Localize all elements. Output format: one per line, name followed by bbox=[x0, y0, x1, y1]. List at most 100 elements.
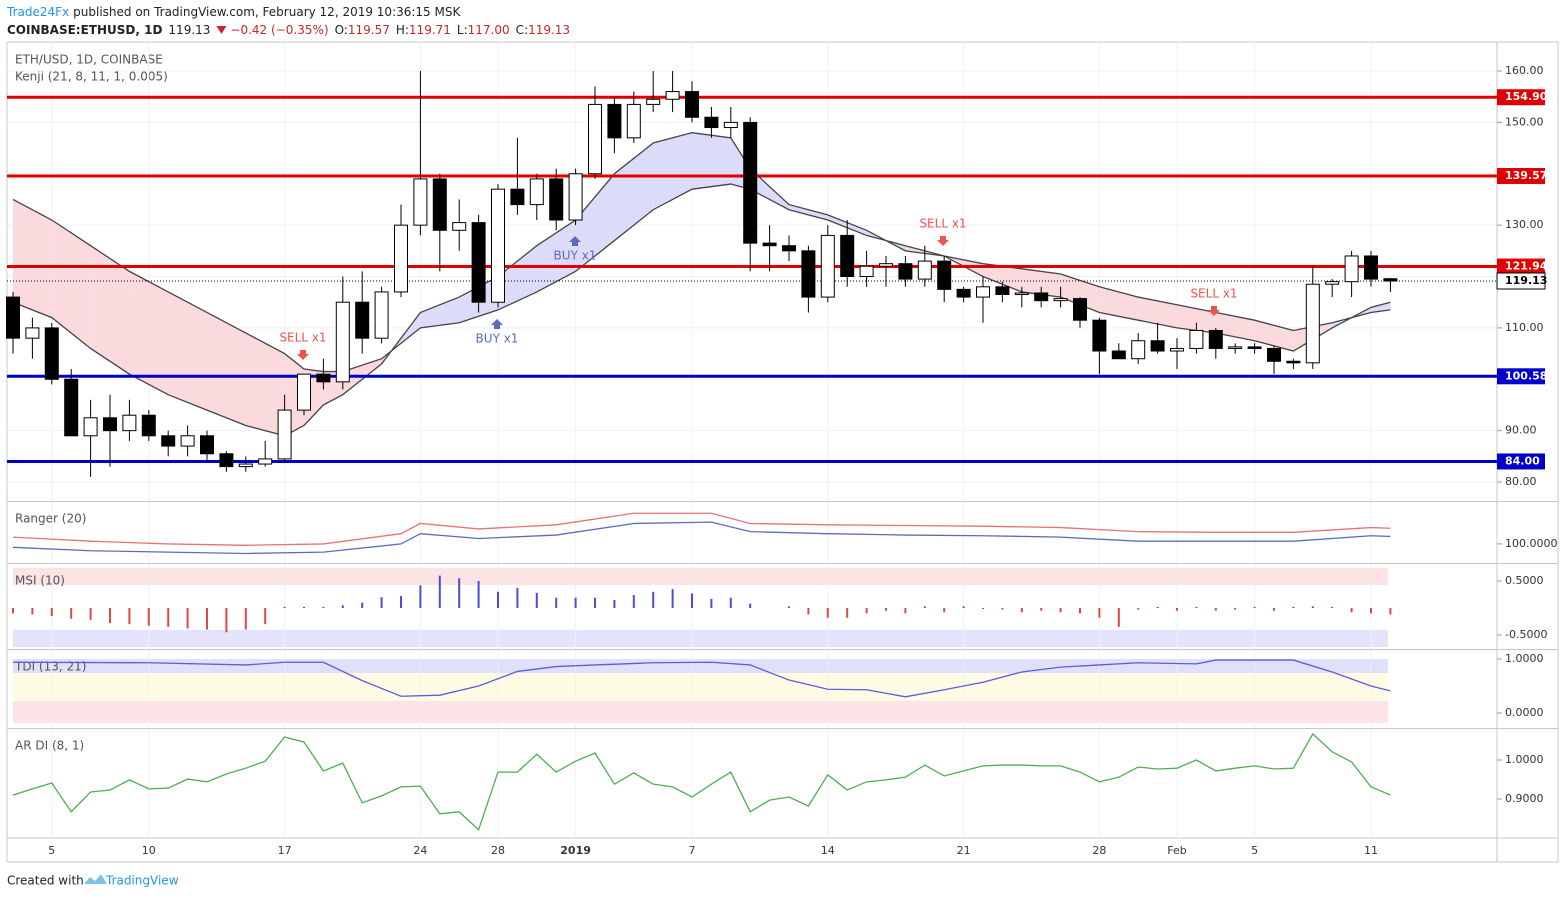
kenji-cloud bbox=[129, 271, 169, 395]
candle-body bbox=[1325, 281, 1340, 285]
logo bbox=[84, 874, 107, 884]
ohlc-key: O: bbox=[335, 23, 348, 37]
msi-lower-zone bbox=[13, 630, 1388, 647]
header-line-2b: −0.42 (−0.35%) O:119.57 H:119.71 L:117.00 C:… bbox=[230, 23, 570, 37]
candle-body bbox=[976, 286, 990, 298]
x-tick-label: 28 bbox=[491, 844, 505, 857]
candle-body bbox=[588, 103, 602, 175]
candle-body bbox=[1286, 360, 1301, 364]
down-arrow-icon bbox=[216, 26, 227, 34]
candle-body bbox=[685, 91, 699, 118]
footer-text: Created with bbox=[7, 874, 84, 888]
kenji-cloud bbox=[536, 220, 576, 292]
candle-body bbox=[161, 435, 176, 447]
candle-body bbox=[432, 178, 447, 231]
published: published on TradingView.com, February 1… bbox=[73, 5, 461, 19]
candle-body bbox=[743, 121, 758, 244]
candle-body bbox=[529, 178, 544, 206]
y-tick-label: 110.00 bbox=[1505, 321, 1544, 334]
candle-body bbox=[491, 188, 505, 303]
candle-body bbox=[1111, 350, 1126, 360]
kenji-cloud bbox=[983, 263, 1022, 292]
author[interactable]: Trade24Fx bbox=[6, 5, 69, 19]
signal-label: SELL x1 bbox=[919, 217, 966, 231]
signal-label: SELL x1 bbox=[279, 331, 326, 345]
kenji-cloud bbox=[207, 312, 246, 426]
x-tick-label: 24 bbox=[413, 844, 427, 857]
level-label: 100.58 bbox=[1505, 369, 1547, 382]
y-tick-label: 0.0000 bbox=[1505, 706, 1544, 719]
candle-body bbox=[103, 417, 117, 432]
kenji-cloud bbox=[653, 132, 692, 210]
level-label-box bbox=[1497, 453, 1545, 470]
candle-body bbox=[723, 121, 738, 129]
candle-body bbox=[355, 301, 370, 339]
x-tick-label: 21 bbox=[957, 844, 971, 857]
candle-body bbox=[1170, 347, 1184, 352]
candle-body bbox=[1034, 292, 1049, 302]
level-label: 139.57 bbox=[1505, 169, 1547, 182]
signal-arrow bbox=[1208, 306, 1220, 316]
candle-body bbox=[956, 288, 971, 298]
kenji-cloud bbox=[13, 199, 52, 318]
candle-body bbox=[1344, 255, 1359, 283]
candle-body bbox=[6, 296, 20, 339]
candle-body bbox=[1014, 292, 1029, 296]
candle-body bbox=[1131, 340, 1146, 360]
candle-body bbox=[1364, 255, 1378, 280]
candle-body bbox=[1208, 329, 1223, 349]
kenji-cloud bbox=[498, 245, 537, 310]
msi-upper-zone bbox=[13, 568, 1388, 585]
signal-arrow bbox=[569, 236, 581, 246]
candle-body bbox=[762, 242, 777, 247]
x-tick-label: 14 bbox=[821, 844, 835, 857]
candle-body bbox=[141, 414, 156, 437]
candle-body bbox=[219, 453, 234, 468]
y-tick-label: 80.00 bbox=[1505, 475, 1537, 488]
kenji-line bbox=[12, 183, 1391, 373]
kenji-cloud bbox=[420, 297, 460, 328]
level-label: 84.00 bbox=[1505, 454, 1540, 467]
ohlc-key: H: bbox=[396, 23, 409, 37]
ohlc-value: 119.13 bbox=[528, 23, 570, 37]
y-tick-label: 1.0000 bbox=[1505, 753, 1544, 766]
tdi-lower-zone bbox=[13, 701, 1388, 723]
x-tick-label: 7 bbox=[689, 844, 696, 857]
candle-body bbox=[277, 409, 292, 460]
kenji-cloud bbox=[1138, 297, 1177, 328]
candle-body bbox=[1383, 278, 1398, 282]
kenji-cloud bbox=[575, 173, 615, 272]
candle-body bbox=[937, 260, 952, 290]
candle-body bbox=[1189, 329, 1204, 349]
kenji-cloud bbox=[168, 291, 207, 411]
candle-body bbox=[801, 250, 816, 298]
candle-body bbox=[122, 414, 137, 432]
ohlc-key: C: bbox=[516, 23, 528, 37]
candle-body bbox=[1073, 298, 1087, 321]
candle-body bbox=[452, 222, 467, 231]
kenji-cloud bbox=[1021, 268, 1061, 298]
kenji-cloud bbox=[90, 245, 130, 375]
panel-title: AR DI (8, 1) bbox=[15, 739, 84, 753]
candle-body bbox=[1247, 346, 1262, 349]
candle-body bbox=[297, 373, 311, 411]
candle-body bbox=[879, 263, 893, 267]
level-label-box bbox=[1497, 258, 1545, 275]
panel-title: Ranger (20) bbox=[15, 512, 86, 526]
kenji-cloud bbox=[614, 142, 654, 241]
candle-body bbox=[1228, 346, 1243, 349]
candle-body bbox=[646, 98, 661, 105]
symbol: COINBASE:ETHUSD, 1D bbox=[7, 23, 162, 37]
kenji-cloud bbox=[245, 333, 285, 436]
candle-body bbox=[665, 91, 680, 100]
footer-brand[interactable]: TradingView bbox=[105, 874, 179, 888]
y-tick-label: 130.00 bbox=[1505, 218, 1544, 231]
candle-body bbox=[510, 188, 525, 206]
x-tick-label: 2019 bbox=[560, 844, 591, 857]
frame bbox=[6, 41, 1559, 863]
candle-body bbox=[898, 263, 913, 280]
candle-body bbox=[413, 178, 428, 226]
x-tick-label: Feb bbox=[1167, 844, 1186, 857]
candle-body bbox=[200, 435, 214, 455]
